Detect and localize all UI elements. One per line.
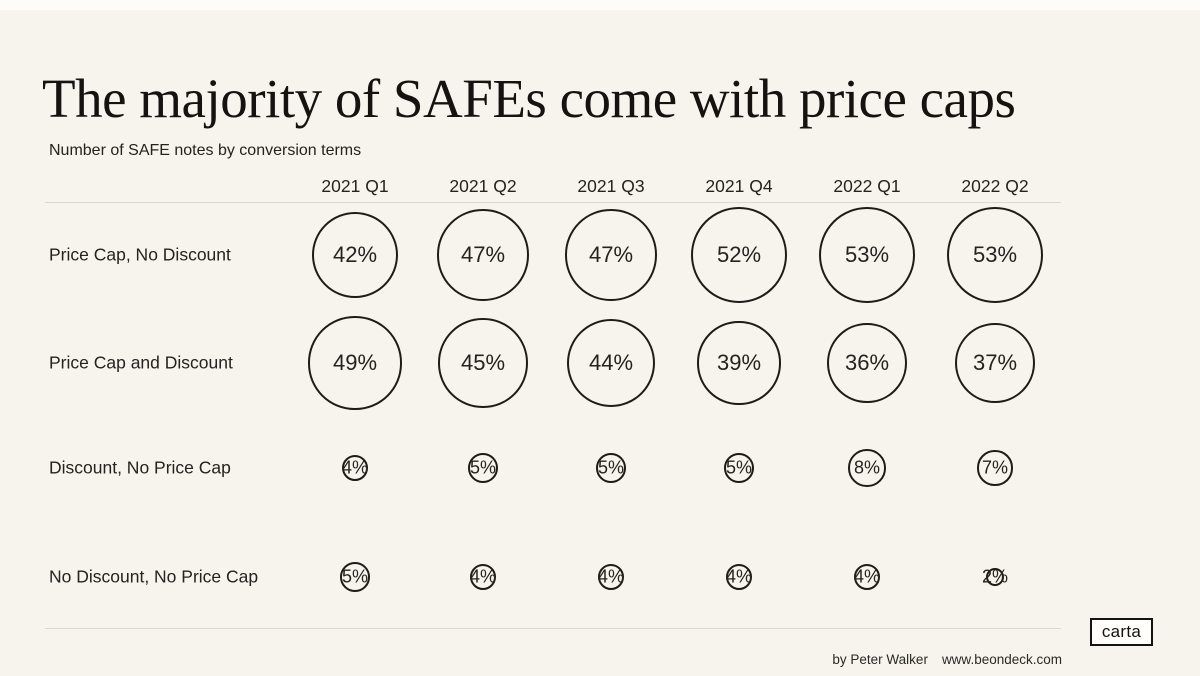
column-header: 2021 Q4 [705, 176, 773, 196]
bubble [341, 454, 369, 482]
carta-logo: carta [1090, 618, 1153, 646]
bubble-value: 47% [460, 242, 506, 267]
bubble-value: 49% [332, 350, 378, 375]
bubble-value: 5% [469, 457, 497, 478]
row-label: Discount, No Price Cap [49, 457, 231, 478]
bubble [977, 450, 1013, 486]
bubble-value: 5% [341, 566, 369, 587]
row-label: Price Cap, No Discount [49, 244, 231, 265]
bubble-value: 42% [332, 242, 378, 267]
bubble-value: 53% [844, 242, 890, 267]
bubble [946, 206, 1044, 304]
column-header: 2022 Q2 [961, 176, 1029, 196]
page-title: The majority of SAFEs come with price ca… [42, 67, 1016, 129]
bubble [848, 449, 886, 487]
website-text: www.beondeck.com [941, 652, 1062, 667]
bubble-value: 44% [588, 350, 634, 375]
bubble-value: 47% [588, 242, 634, 267]
bubble-value: 2% [981, 566, 1009, 587]
bubble [985, 567, 1005, 587]
carta-logo-label: carta [1101, 622, 1142, 641]
bubble-value: 4% [853, 566, 881, 587]
bubble-value: 7% [981, 457, 1009, 478]
bubble-value: 53% [972, 242, 1018, 267]
bubble [827, 323, 907, 403]
bubble-value: 37% [972, 350, 1018, 375]
bubble [469, 563, 497, 591]
bubble [818, 206, 916, 304]
top-edge-strip [0, 0, 1200, 10]
bubble-value: 36% [844, 350, 890, 375]
bubble [308, 316, 402, 410]
row-label: Price Cap and Discount [49, 352, 233, 373]
row-label: No Discount, No Price Cap [49, 566, 259, 587]
bubble [565, 209, 657, 301]
bubble-value: 5% [725, 457, 753, 478]
bubble [340, 562, 370, 592]
bubble [853, 563, 881, 591]
footer: by Peter Walker www.beondeck.com [832, 652, 1062, 667]
column-header: 2022 Q1 [833, 176, 901, 196]
bubble-value: 4% [597, 566, 625, 587]
bubble [468, 453, 498, 483]
bubble-value: 4% [469, 566, 497, 587]
bubble-value: 52% [716, 242, 762, 267]
bubble-value: 4% [341, 457, 369, 478]
bottom-divider-line [45, 628, 1061, 629]
bubble-value: 45% [460, 350, 506, 375]
bubble [954, 322, 1036, 404]
bubble [725, 563, 753, 591]
bubble [691, 207, 787, 303]
bubble [596, 453, 626, 483]
bubble [597, 563, 625, 591]
bubble [697, 321, 781, 405]
bubble [438, 318, 528, 408]
bubble [724, 453, 754, 483]
chart-subtitle: Number of SAFE notes by conversion terms [49, 142, 362, 159]
bubble [437, 209, 529, 301]
column-header: 2021 Q1 [321, 176, 389, 196]
bubble-value: 8% [853, 457, 881, 478]
bubble [566, 318, 656, 408]
column-header: 2021 Q3 [577, 176, 645, 196]
header-divider-line [45, 202, 1061, 203]
column-header: 2021 Q2 [449, 176, 517, 196]
bubble [311, 211, 399, 299]
bubble-value: 4% [725, 566, 753, 587]
bubble-value: 5% [597, 457, 625, 478]
byline-text: by Peter Walker [832, 652, 928, 667]
bubble-value: 39% [716, 350, 762, 375]
